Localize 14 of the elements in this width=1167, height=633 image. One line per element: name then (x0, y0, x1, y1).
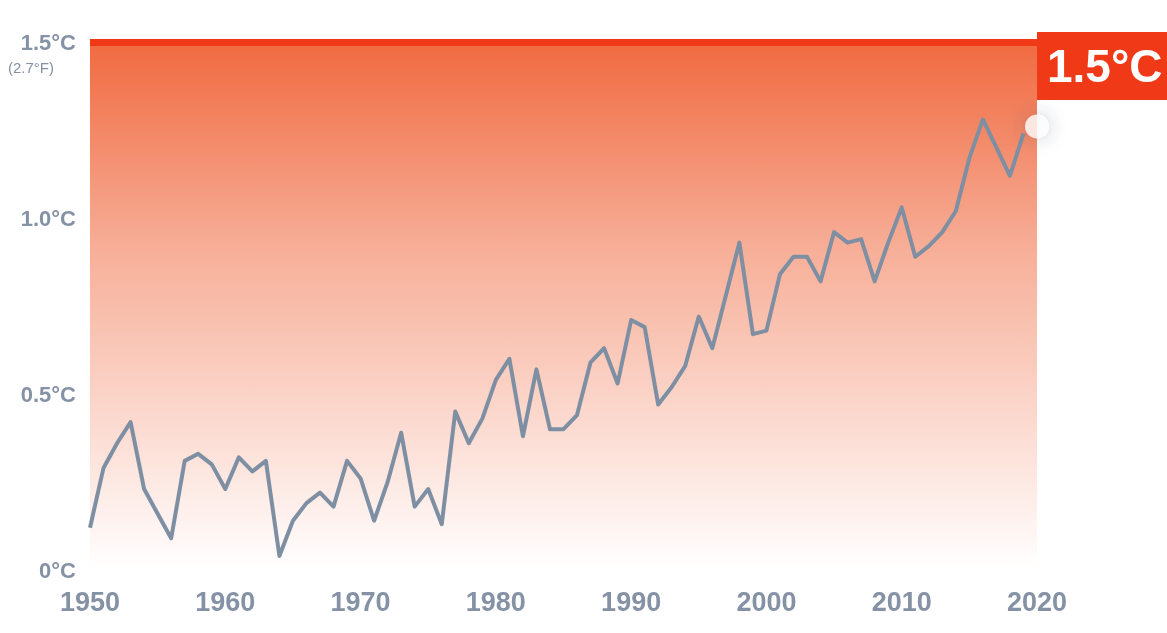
ref-line-label: 1.5°C (1047, 40, 1163, 92)
x-tick-label: 2010 (871, 586, 932, 617)
y-tick-label: 1.5°C (20, 29, 77, 55)
x-tick-label: 1990 (601, 586, 662, 617)
x-tick-label: 2000 (736, 586, 797, 617)
y-tick-label: 0°C (39, 557, 77, 583)
x-tick-label: 1960 (195, 586, 256, 617)
y-tick-label: 1.0°C (20, 205, 77, 231)
y-tick-label: 0.5°C (20, 381, 77, 407)
x-tick-label: 2020 (1006, 586, 1068, 617)
text: (2.7°F) (8, 59, 55, 76)
x-tick-label: 1980 (465, 586, 526, 617)
x-tick-label: 1970 (330, 586, 391, 617)
x-tick-label: 1950 (59, 586, 121, 617)
